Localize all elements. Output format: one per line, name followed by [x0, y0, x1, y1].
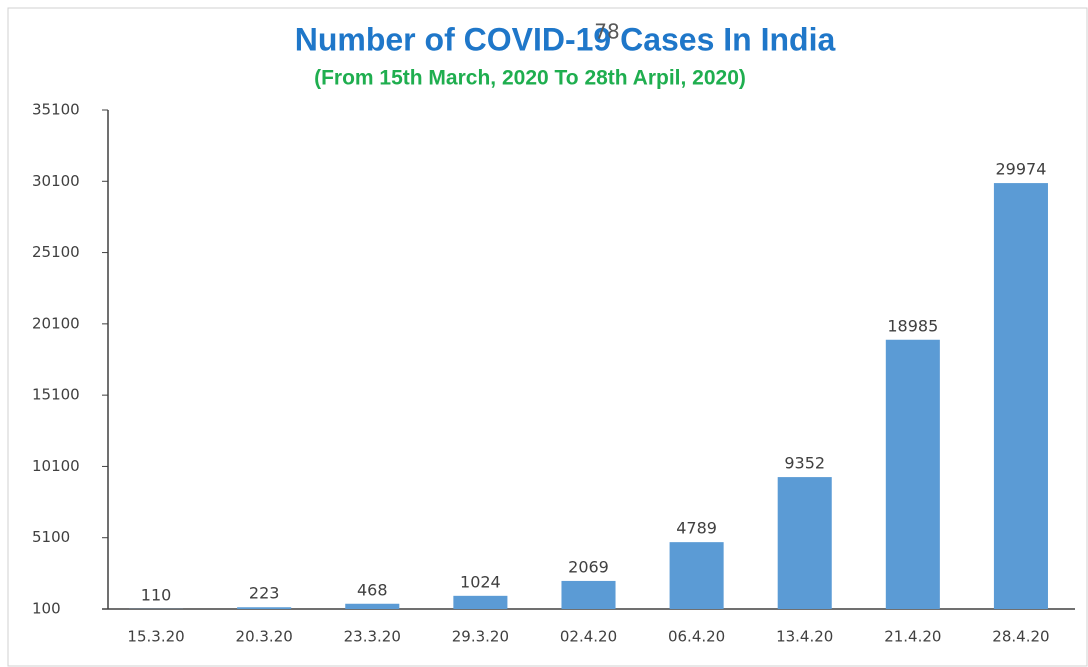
x-tick-label: 06.4.20 [668, 628, 725, 646]
x-tick-label: 13.4.20 [776, 628, 833, 646]
bar [453, 595, 508, 609]
y-tick-label: 20100 [32, 314, 80, 332]
x-tick-label: 23.3.20 [344, 628, 401, 646]
x-tick-label: 20.3.20 [236, 628, 293, 646]
bar [669, 542, 724, 609]
data-label: 9352 [784, 454, 825, 473]
data-label: 18985 [887, 316, 938, 335]
annotation: 78 [594, 20, 619, 44]
y-tick-label: 15100 [32, 386, 80, 404]
y-tick-label: 25100 [32, 243, 80, 261]
y-tick-label: 30100 [32, 172, 80, 190]
bar [345, 603, 400, 609]
y-tick-label: 35100 [32, 101, 80, 119]
y-tick-label: 10100 [32, 457, 80, 475]
bar [561, 580, 616, 609]
bar [993, 183, 1048, 610]
data-label: 29974 [995, 160, 1046, 179]
data-label: 110 [141, 585, 172, 604]
y-tick-label: 5100 [32, 528, 70, 546]
data-label: 468 [357, 580, 388, 599]
x-tick-label: 15.3.20 [127, 628, 184, 646]
x-tick-label: 21.4.20 [884, 628, 941, 646]
x-tick-label: 29.3.20 [452, 628, 509, 646]
bar [885, 339, 940, 609]
data-label: 4789 [676, 519, 717, 538]
chart-subtitle: (From 15th March, 2020 To 28th Arpil, 20… [314, 67, 746, 90]
x-tick-label: 28.4.20 [992, 628, 1049, 646]
x-tick-label: 02.4.20 [560, 628, 617, 646]
chart-title: Number of COVID-19 Cases In India [295, 21, 836, 57]
data-label: 1024 [460, 572, 501, 591]
bar [777, 477, 832, 609]
bar [237, 607, 292, 609]
data-label: 223 [249, 584, 280, 603]
y-tick-label: 100 [32, 600, 61, 618]
data-label: 2069 [568, 557, 609, 576]
